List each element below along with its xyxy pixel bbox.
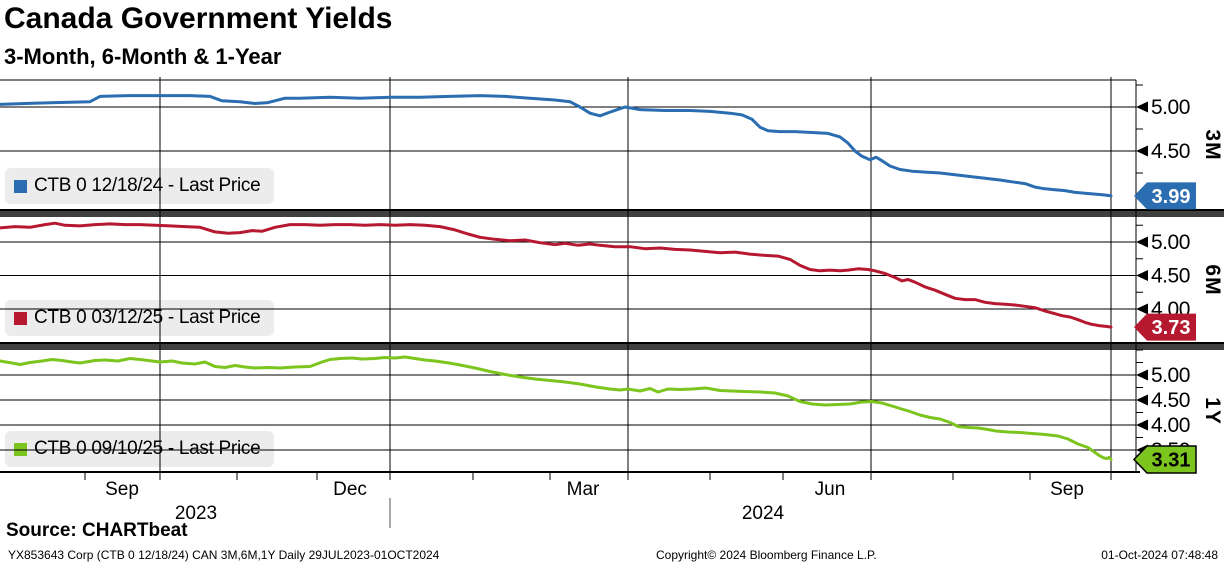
panel-separator [0,342,1224,350]
price-badge-6m [1134,313,1196,341]
y-tick-arrow [1136,303,1148,315]
y-tick-label: 4.00 [1151,414,1190,437]
series-line-1y [0,355,1113,461]
y-tick-label: 4.50 [1151,140,1190,163]
x-month-label: Sep [105,479,139,500]
y-tick-label: 4.50 [1151,265,1190,288]
legend-1y[interactable]: CTB 0 09/10/25 - Last Price [5,431,275,467]
y-tick-arrow [1136,270,1148,281]
source-label: Source: CHARTbeat [6,520,188,541]
legend-6m[interactable]: CTB 0 03/12/25 - Last Price [5,300,275,336]
panel-label-3m: 3M [1201,128,1224,161]
y-tick-arrow [1136,394,1148,406]
x-month-label: Dec [333,479,367,500]
x-month-label: Sep [1050,479,1084,500]
series-line-3m [0,94,1113,198]
y-tick-label: 5.00 [1151,96,1190,119]
footer-copyright: Copyright© 2024 Bloomberg Finance L.P. [656,548,877,562]
y-tick-arrow [1136,145,1148,157]
y-tick-arrow [1136,101,1148,113]
x-month-label: Mar [567,479,600,500]
legend-swatch-3m [14,179,27,193]
y-tick-arrow [1136,236,1148,248]
y-tick-label: 5.00 [1151,364,1190,387]
panel-separator-edge [0,209,1224,211]
x-month-label: Jun [815,479,846,500]
y-tick-arrow [1136,369,1148,381]
page-subtitle: 3-Month, 6-Month & 1-Year [4,44,282,69]
footer-timestamp: 01-Oct-2024 07:48:48 [1101,548,1218,562]
legend-swatch-6m [14,311,27,325]
price-badge-label-6m: 3.73 [1152,317,1191,339]
legend-label-1y: CTB 0 09/10/25 - Last Price [34,438,261,459]
footer-security-info: YX853643 Corp (CTB 0 12/18/24) CAN 3M,6M… [8,548,440,562]
panel-separator-edge [0,342,1224,344]
panel-separator [0,209,1224,217]
legend-label-6m: CTB 0 03/12/25 - Last Price [34,307,261,328]
x-year-label: 2024 [742,503,785,524]
price-badge-label-1y: 3.31 [1152,450,1191,472]
price-badge-3m [1134,182,1196,210]
legend-3m[interactable]: CTB 0 12/18/24 - Last Price [5,168,275,204]
y-tick-label: 4.50 [1151,389,1190,412]
panel-label-6m: 6M [1201,263,1224,296]
y-tick-arrow [1136,419,1148,431]
x-year-label: 2023 [175,503,217,524]
page-title: Canada Government Yields [4,2,393,35]
panel-label-1y: 1Y [1201,397,1224,425]
series-line-6m [0,221,1113,329]
legend-swatch-1y [14,442,27,456]
y-tick-label: 5.00 [1151,231,1190,254]
price-badge-label-3m: 3.99 [1152,186,1191,208]
legend-label-3m: CTB 0 12/18/24 - Last Price [34,175,261,196]
price-badge-1y [1132,445,1197,474]
